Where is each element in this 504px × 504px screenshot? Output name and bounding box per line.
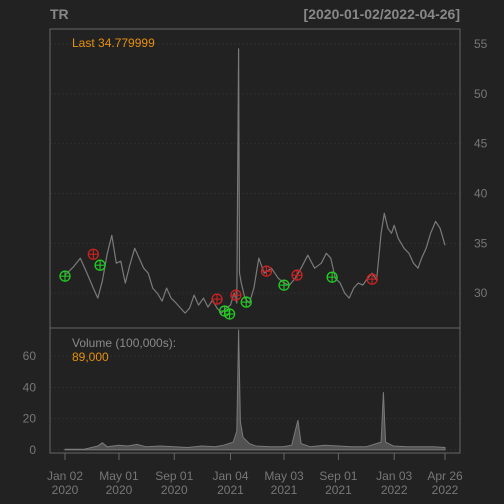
volume-tick-label: 0 [29,443,36,457]
volume-label: Volume (100,000s): [72,336,176,350]
volume-area [64,329,446,451]
x-tick-label-year: 2021 [217,483,244,497]
volume-y-axis: 0 20 40 60 [23,349,37,457]
x-tick-label-year: 2021 [325,483,352,497]
buy-signal-marker [94,259,106,271]
volume-panel-frame [49,327,461,454]
price-tick-label: 55 [474,37,488,51]
chart-date-range: [2020-01-02/2022-04-26] [304,6,460,22]
price-tick-label: 45 [474,137,488,151]
sell-signal-marker [366,273,378,285]
signal-markers [59,248,378,320]
last-price-label: Last 34.779999 [72,36,155,50]
volume-tick-label: 40 [23,380,37,394]
price-tick-label: 35 [474,236,488,250]
sell-signal-marker [291,269,303,281]
x-tick-label-month: Apr 26 [427,469,463,483]
x-tick-label-year: 2022 [432,483,459,497]
x-tick-label-year: 2021 [271,483,298,497]
sell-signal-marker [230,289,242,301]
buy-signal-marker [278,279,290,291]
buy-signal-marker [59,270,71,282]
volume-value: 89,000 [72,350,109,364]
price-tick-label: 50 [474,87,488,101]
x-tick-label-year: 2020 [52,483,79,497]
price-series [64,48,446,314]
price-gridlines [50,43,460,294]
x-tick-label-year: 2020 [161,483,188,497]
x-tick-label-month: Sep 01 [155,469,193,483]
chart-symbol: TR [50,6,69,22]
x-tick-label-month: May 03 [264,469,304,483]
price-y-axis: 30 35 40 45 50 55 [474,37,488,300]
sell-signal-marker [87,248,99,260]
x-tick-label-month: Jan 02 [47,469,83,483]
price-line [64,48,446,314]
sell-signal-marker [211,293,223,305]
volume-series [64,329,446,451]
price-tick-label: 30 [474,286,488,300]
volume-tick-label: 60 [23,349,37,363]
buy-signal-marker [326,271,338,283]
x-tick-label-year: 2020 [106,483,133,497]
price-tick-label: 40 [474,186,488,200]
x-tick-label-year: 2022 [381,483,408,497]
x-tick-label-month: May 01 [99,469,139,483]
volume-tick-label: 20 [23,412,37,426]
buy-signal-marker [240,296,252,308]
x-tick-label-month: Sep 01 [319,469,357,483]
x-tick-label-month: Jan 04 [212,469,248,483]
x-tick-label-month: Jan 03 [376,469,412,483]
sell-signal-marker [260,265,273,277]
buy-signal-marker [223,308,236,320]
